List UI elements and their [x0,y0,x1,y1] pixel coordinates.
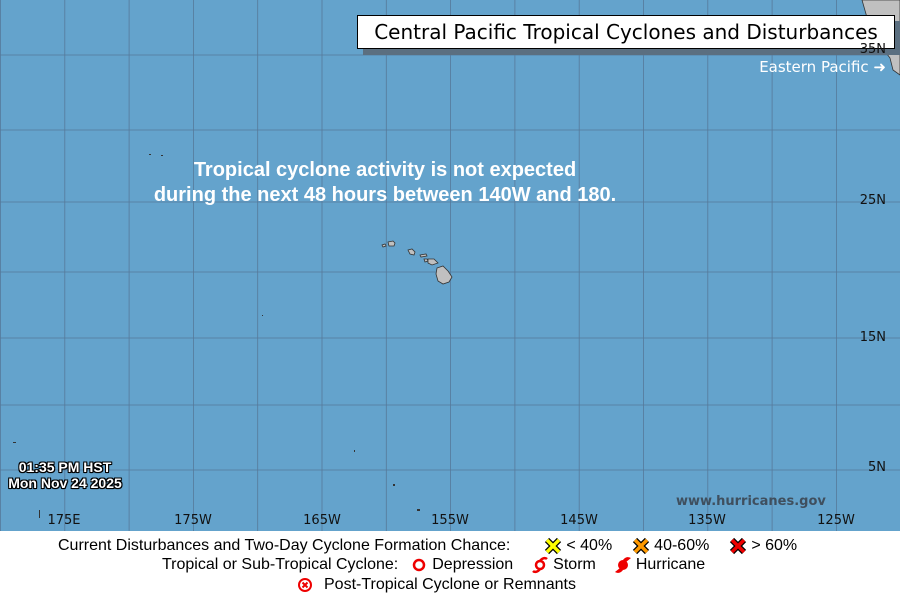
timestamp: 01:35 PM HST Mon Nov 24 2025 [2,459,128,491]
legend-high: > 60% [751,537,798,554]
x-orange-icon [633,537,650,555]
lon-label-175w: 175W [174,513,212,528]
graticule [0,0,900,531]
depression-icon [412,558,426,572]
map: Central Pacific Tropical Cyclones and Di… [0,0,900,531]
timestamp-date: Mon Nov 24 2025 [8,475,122,491]
legend-storm: Storm [553,556,596,573]
lat-label-25n: 25N [859,193,886,208]
legend-disturbances-row: Current Disturbances and Two-Day Cyclone… [58,537,797,555]
eastern-pacific-link[interactable]: Eastern Pacific ➜ [759,58,886,76]
lat-label-35n: 35N [859,42,886,57]
legend-disturbances-label: Current Disturbances and Two-Day Cyclone… [58,537,511,554]
outlook-message-line1: Tropical cyclone activity is not expecte… [193,159,577,181]
x-red-icon [730,537,747,555]
lon-label-125w: 125W [817,513,855,528]
lat-label-5n: 5N [868,460,886,475]
arrow-right-icon: ➜ [873,58,886,76]
legend: Current Disturbances and Two-Day Cyclone… [0,531,900,601]
hurricane-icon [614,557,631,573]
legend-depression: Depression [432,556,514,573]
post-tropical-icon [298,578,312,592]
legend-cyclone-label: Tropical or Sub-Tropical Cyclone: [162,556,399,573]
legend-post-tropical: Post-Tropical Cyclone or Remnants [324,576,576,593]
tropical-storm-icon [532,556,549,574]
legend-post-tropical-row: Post-Tropical Cyclone or Remnants [292,576,576,594]
website-link[interactable]: www.hurricanes.gov [676,494,826,509]
legend-hurricane: Hurricane [635,556,706,573]
map-title: Central Pacific Tropical Cyclones and Di… [357,15,895,49]
map-canvas [0,0,900,531]
hawaiian-islands [381,240,453,285]
legend-low: < 40% [566,537,613,554]
outlook-message: Tropical cyclone activity is not expecte… [100,158,670,208]
x-yellow-icon [545,537,562,555]
lon-label-155w: 155W [431,513,469,528]
lon-label-165w: 165W [303,513,341,528]
timestamp-time: 01:35 PM HST [18,459,112,475]
outlook-message-line2: during the next 48 hours between 140W an… [153,184,617,206]
lon-label-175e: 175E [47,513,81,528]
legend-medium: 40-60% [654,537,710,554]
lat-label-15n: 15N [859,330,886,345]
lon-label-135w: 135W [688,513,726,528]
small-islands [13,154,420,518]
lon-label-145w: 145W [560,513,598,528]
eastern-pacific-label: Eastern Pacific [759,58,869,76]
legend-cyclone-row: Tropical or Sub-Tropical Cyclone: Depres… [162,556,705,574]
